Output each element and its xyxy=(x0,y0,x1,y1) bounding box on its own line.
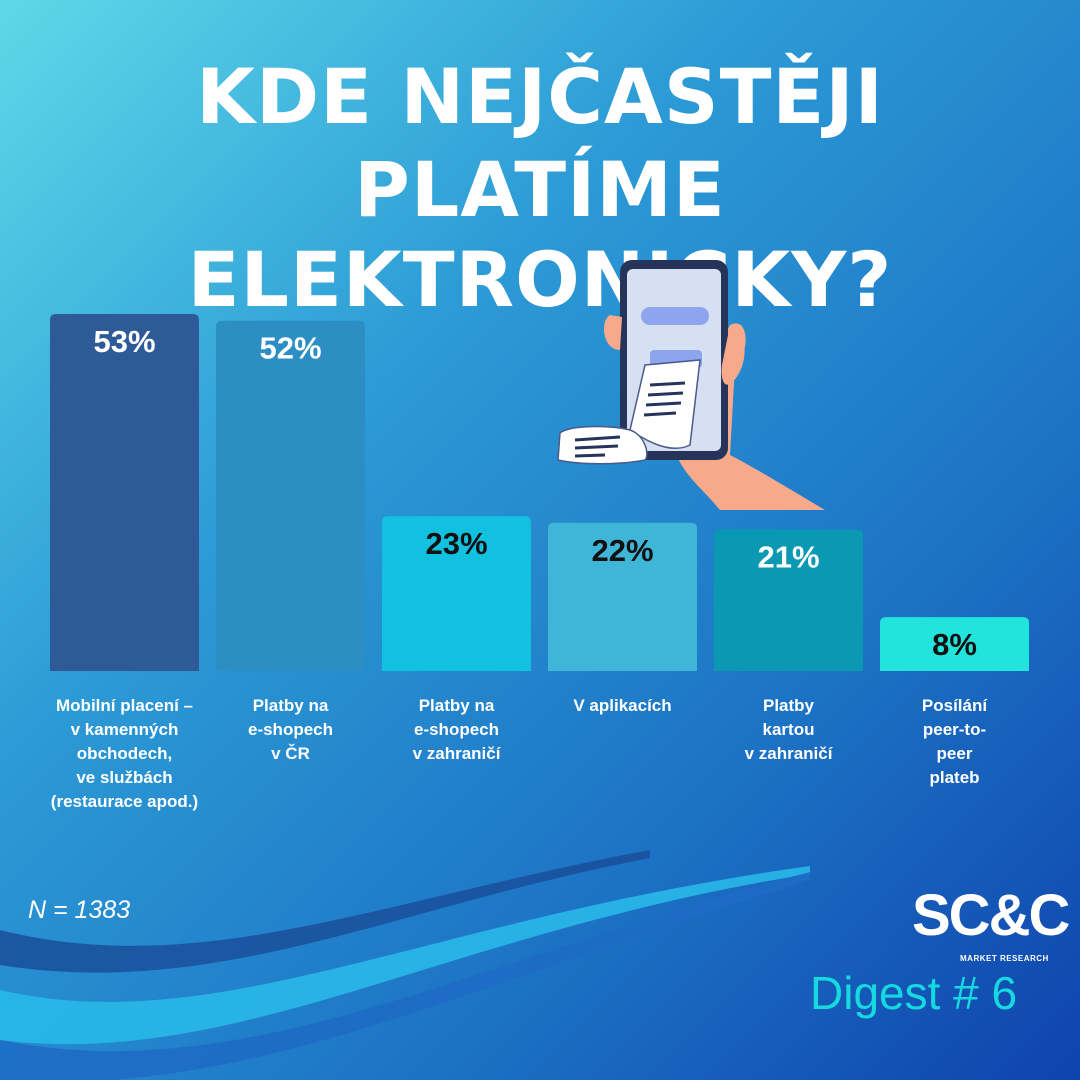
bar-value-label: 52% xyxy=(259,331,321,366)
category-label: V aplikacích xyxy=(573,696,672,715)
bar xyxy=(382,516,531,671)
phone-payment-illustration xyxy=(557,260,825,510)
bar-value-label: 22% xyxy=(591,533,653,568)
sample-size-note: N = 1383 xyxy=(28,896,131,924)
page-title-line-2: PLATÍME ELEKTRONICKY? xyxy=(187,145,893,324)
bar-value-label: 8% xyxy=(932,627,977,662)
wave-decoration xyxy=(0,872,810,1080)
category-label: Posílání peer-to- peer plateb xyxy=(921,696,988,787)
category-label: Platby na e-shopech v zahraničí xyxy=(412,696,501,763)
category-label: Platby kartou v zahraničí xyxy=(744,696,833,763)
category-label: Platby na e-shopech v ČR xyxy=(247,696,334,763)
bar-value-label: 23% xyxy=(425,526,487,561)
bar xyxy=(548,522,697,671)
bar xyxy=(880,617,1029,671)
bar-value-label: 53% xyxy=(93,324,155,359)
page-title-line-1: KDE NEJČASTĚJI xyxy=(196,52,884,141)
brand-logo: SC&C xyxy=(912,883,1070,948)
category-label: Mobilní placení – v kamenných obchodech,… xyxy=(50,696,199,811)
bar xyxy=(50,314,199,671)
bar-value-label: 21% xyxy=(757,540,819,575)
digest-number: Digest # 6 xyxy=(810,967,1018,1019)
bar xyxy=(714,529,863,671)
wave-decoration xyxy=(0,866,810,1045)
bar xyxy=(216,320,365,671)
brand-tagline: MARKET RESEARCH xyxy=(960,954,1049,963)
wave-decoration xyxy=(0,850,650,973)
